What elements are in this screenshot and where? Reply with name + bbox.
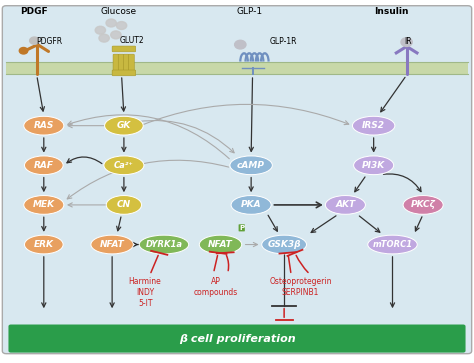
Ellipse shape xyxy=(262,235,307,254)
Ellipse shape xyxy=(104,156,144,175)
Text: PDGFR: PDGFR xyxy=(36,37,63,46)
Circle shape xyxy=(111,31,121,39)
Text: DYRK1a: DYRK1a xyxy=(146,240,182,249)
Text: PDGF: PDGF xyxy=(20,7,48,16)
Text: PKA: PKA xyxy=(241,200,262,209)
Circle shape xyxy=(117,21,127,29)
FancyBboxPatch shape xyxy=(2,6,472,354)
Text: NFAT: NFAT xyxy=(100,240,125,249)
Text: Harmine
INDY
5-IT: Harmine INDY 5-IT xyxy=(129,277,162,308)
FancyBboxPatch shape xyxy=(112,46,136,52)
Circle shape xyxy=(106,19,117,27)
Circle shape xyxy=(401,38,412,46)
Text: β cell proliferation: β cell proliferation xyxy=(179,334,295,343)
FancyBboxPatch shape xyxy=(123,54,129,74)
Text: PKCζ: PKCζ xyxy=(410,200,436,209)
Text: CN: CN xyxy=(117,200,131,209)
Ellipse shape xyxy=(139,235,189,254)
Text: AKT: AKT xyxy=(335,200,356,209)
Ellipse shape xyxy=(25,156,63,175)
Ellipse shape xyxy=(230,156,273,175)
Text: Insulin: Insulin xyxy=(374,7,408,16)
Ellipse shape xyxy=(368,235,417,254)
Text: ERK: ERK xyxy=(34,240,54,249)
Ellipse shape xyxy=(106,196,142,214)
Text: GLP-1: GLP-1 xyxy=(237,7,263,16)
Text: IR: IR xyxy=(404,37,412,46)
Text: RAS: RAS xyxy=(34,121,54,130)
Ellipse shape xyxy=(25,235,63,254)
Text: NFAT: NFAT xyxy=(208,240,233,249)
Ellipse shape xyxy=(231,196,271,214)
Text: RAF: RAF xyxy=(34,161,54,170)
Ellipse shape xyxy=(354,156,394,175)
Text: AP
compounds: AP compounds xyxy=(194,277,238,297)
Circle shape xyxy=(235,40,246,49)
Text: GLUT2: GLUT2 xyxy=(119,36,144,45)
Circle shape xyxy=(95,26,106,34)
Circle shape xyxy=(30,37,39,44)
FancyBboxPatch shape xyxy=(118,54,124,74)
Text: Ca²⁺: Ca²⁺ xyxy=(114,161,134,170)
Text: GSK3β: GSK3β xyxy=(267,240,301,249)
Text: IRS2: IRS2 xyxy=(362,121,385,130)
FancyBboxPatch shape xyxy=(112,70,136,76)
Text: P: P xyxy=(239,225,244,231)
Ellipse shape xyxy=(353,116,395,135)
Text: GLP-1R: GLP-1R xyxy=(270,37,298,46)
Ellipse shape xyxy=(24,116,64,135)
FancyBboxPatch shape xyxy=(6,62,468,74)
Text: Glucose: Glucose xyxy=(100,7,137,16)
Ellipse shape xyxy=(24,196,64,214)
Ellipse shape xyxy=(403,196,443,214)
FancyBboxPatch shape xyxy=(9,325,465,352)
Ellipse shape xyxy=(325,196,365,214)
Ellipse shape xyxy=(105,116,143,135)
FancyBboxPatch shape xyxy=(128,54,134,74)
Text: PI3K: PI3K xyxy=(362,161,385,170)
Text: Osteoprotegerin
SERPINB1: Osteoprotegerin SERPINB1 xyxy=(269,277,332,297)
Text: cAMP: cAMP xyxy=(237,161,265,170)
Circle shape xyxy=(99,34,109,42)
Text: MEK: MEK xyxy=(33,200,55,209)
Text: GK: GK xyxy=(117,121,131,130)
Ellipse shape xyxy=(199,235,242,254)
Ellipse shape xyxy=(91,235,133,254)
Circle shape xyxy=(19,48,28,54)
Text: mTORC1: mTORC1 xyxy=(373,240,412,249)
FancyBboxPatch shape xyxy=(113,54,118,74)
